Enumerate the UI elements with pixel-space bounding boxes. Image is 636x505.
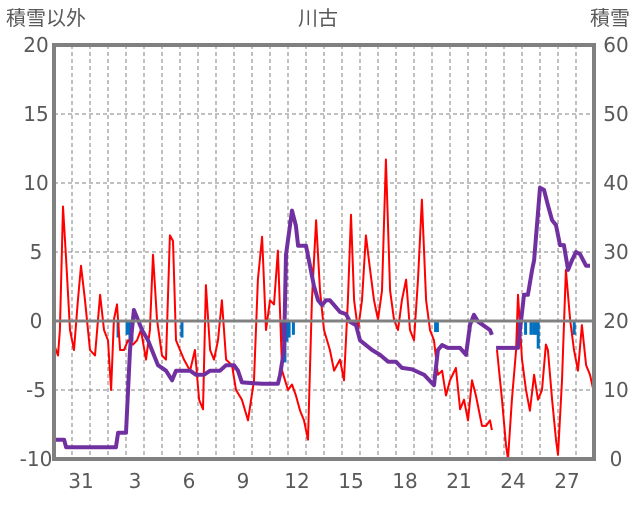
snowfall-bar [435,321,439,333]
right-axis-title: 積雪 [590,6,630,30]
plot-frame [52,43,596,461]
x-tick-label: 15 [338,469,363,493]
snowfall-bar [534,321,538,335]
snowfall-bar [524,321,528,335]
right-y-tick-label: 40 [603,171,628,195]
red-series-line [53,158,493,441]
x-tick-label: 27 [554,469,579,493]
snowfall-bar [532,321,536,335]
snowfall-bar [285,321,289,342]
right-y-tick-label: 0 [610,447,623,471]
left-y-tick-label: -5 [26,378,46,402]
snowfall-bar [536,321,540,349]
x-tick-label: 3 [129,469,142,493]
x-tick-label: 18 [392,469,417,493]
left-y-tick-label: 5 [30,240,43,264]
right-y-tick-label: 50 [603,102,628,126]
snowfall-bar [529,321,533,335]
right-y-tick-labels: 60 50 40 30 20 10 0 [603,33,628,471]
x-tick-label: 6 [183,469,196,493]
left-y-tick-label: 15 [23,102,48,126]
left-y-tick-label: 20 [23,33,48,57]
right-y-tick-label: 30 [603,240,628,264]
x-tick-labels: 31 3 6 9 12 15 18 21 24 27 [68,469,579,493]
x-tick-label: 9 [237,469,250,493]
snowfall-bar [572,321,576,335]
snowfall-bar [291,321,295,335]
left-y-tick-label: 10 [23,171,48,195]
plot-border [52,43,596,461]
left-y-tick-label: -10 [20,447,53,471]
left-y-tick-label: 0 [30,309,43,333]
snowfall-bar [287,321,291,338]
left-y-tick-labels: 20 15 10 5 0 -5 -10 [20,33,53,471]
chart-title: 川古 [298,6,338,30]
x-tick-label: 21 [446,469,471,493]
purple-series-line [496,185,590,350]
purple-series-line [54,208,494,450]
left-axis-title: 積雪以外 [6,6,86,30]
right-y-tick-label: 20 [603,309,628,333]
snowfall-bar [434,321,438,333]
red-series-line [496,268,595,460]
x-tick-label: 12 [284,469,309,493]
line-series [53,158,595,460]
snowfall-bar [125,321,129,335]
x-tick-label: 24 [500,469,525,493]
right-y-tick-label: 10 [603,378,628,402]
x-tick-label: 31 [68,469,93,493]
right-y-tick-label: 60 [603,33,628,57]
snowfall-bar [180,321,184,338]
